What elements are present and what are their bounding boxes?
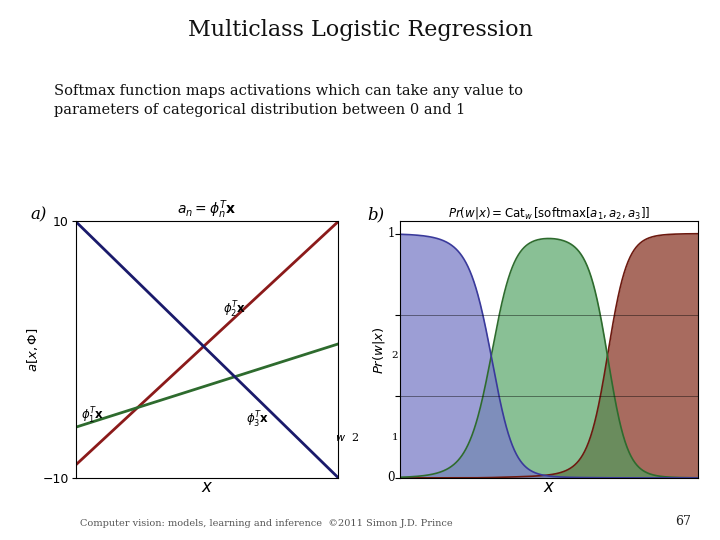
X-axis label: $x$: $x$ [543, 480, 555, 496]
Y-axis label: $a[x, \Phi]$: $a[x, \Phi]$ [24, 327, 40, 372]
Text: 67: 67 [675, 515, 691, 528]
Text: Multiclass Logistic Regression: Multiclass Logistic Regression [188, 19, 532, 41]
Text: $\phi_1^T \mathbf{x}$: $\phi_1^T \mathbf{x}$ [81, 406, 104, 427]
Text: Computer vision: models, learning and inference  ©2011 Simon J.D. Prince: Computer vision: models, learning and in… [80, 519, 453, 528]
Title: $a_n = \phi_n^T \mathbf{x}$: $a_n = \phi_n^T \mathbf{x}$ [177, 199, 237, 221]
Text: b): b) [367, 206, 384, 223]
Text: 0: 0 [387, 471, 395, 484]
Text: $\phi_2^T \mathbf{x}$: $\phi_2^T \mathbf{x}$ [222, 300, 246, 320]
Text: Softmax function maps activations which can take any value to
parameters of cate: Softmax function maps activations which … [54, 84, 523, 117]
Text: $w$  2: $w$ 2 [335, 431, 359, 443]
Text: $\phi_3^T \mathbf{x}$: $\phi_3^T \mathbf{x}$ [246, 410, 270, 430]
Title: $Pr(w|x) = \mathrm{Cat}_w\,[\mathrm{softmax}[a_1,a_2,a_3]]$: $Pr(w|x) = \mathrm{Cat}_w\,[\mathrm{soft… [448, 205, 650, 221]
Text: 1: 1 [392, 433, 398, 442]
Y-axis label: $Pr(w|x)$: $Pr(w|x)$ [371, 326, 387, 374]
Text: 1: 1 [388, 227, 395, 240]
Text: 2: 2 [392, 351, 398, 360]
Text: a): a) [30, 206, 47, 223]
X-axis label: $x$: $x$ [201, 480, 213, 496]
